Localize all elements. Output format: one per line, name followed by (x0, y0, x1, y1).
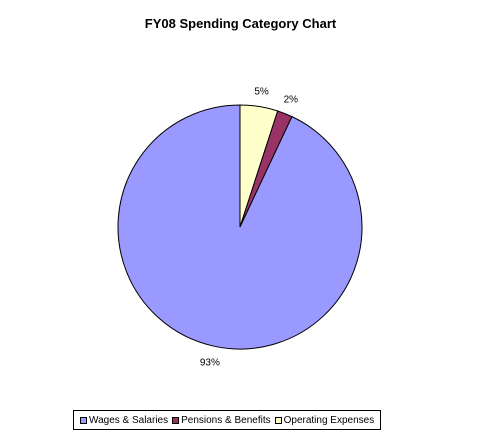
pie-label-pensions: 2% (284, 95, 299, 106)
legend-label-operating: Operating Expenses (283, 414, 375, 426)
chart-title: FY08 Spending Category Chart (144, 16, 337, 31)
pie-label-wages: 93% (200, 358, 220, 369)
pie-slice-wages (117, 104, 363, 350)
pie-label-operating: 5% (254, 87, 269, 98)
legend-item-operating: Operating Expenses (274, 414, 375, 426)
legend-swatch-wages (80, 416, 87, 424)
pie-slices (117, 104, 363, 350)
pie-labels: 5% 2% 93% (200, 87, 298, 369)
legend-swatch-pensions (172, 416, 180, 424)
legend-swatch-operating (274, 416, 282, 424)
legend-item-pensions: Pensions & Benefits (172, 415, 271, 426)
legend: Wages & Salaries Pensions & Benefits Ope… (73, 410, 382, 430)
legend-item-wages: Wages & Salaries (80, 415, 168, 426)
legend-label-wages: Wages & Salaries (89, 414, 169, 426)
legend-label-pensions: Pensions & Benefits (181, 414, 271, 426)
